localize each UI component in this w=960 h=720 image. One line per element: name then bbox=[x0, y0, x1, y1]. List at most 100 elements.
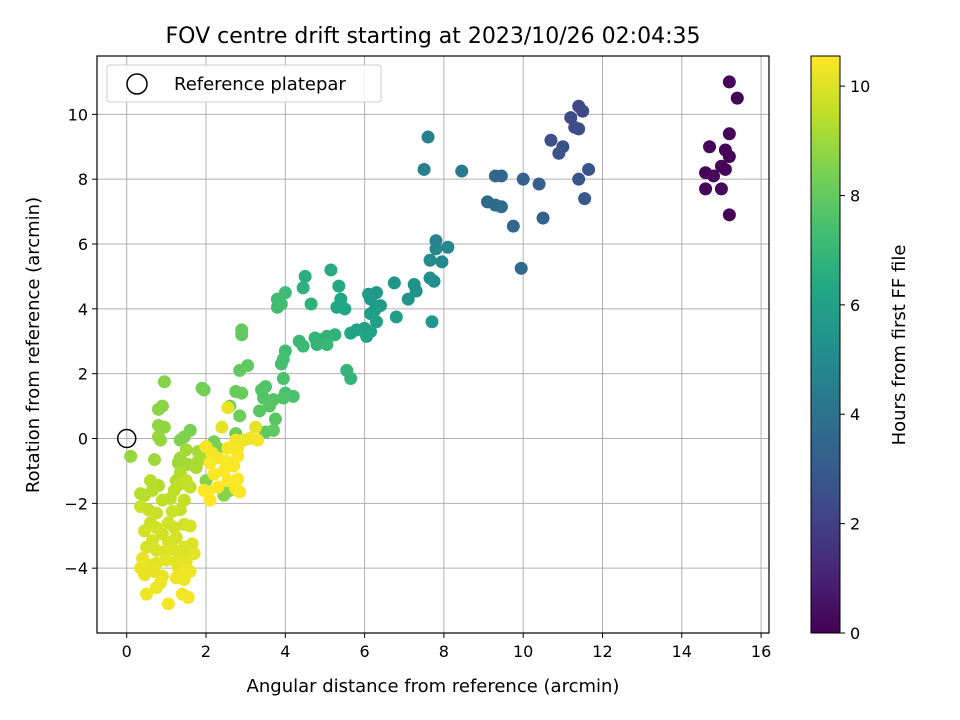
y-axis-ticks: −4 −2 0 2 4 6 8 10 bbox=[64, 105, 97, 578]
drift-point bbox=[324, 263, 338, 277]
drift-point bbox=[576, 104, 590, 118]
drift-point bbox=[235, 386, 249, 400]
y-tick-label: 8 bbox=[78, 170, 88, 189]
drift-point bbox=[423, 253, 437, 267]
drift-point bbox=[262, 399, 276, 413]
drift-point bbox=[425, 315, 439, 329]
drift-point bbox=[217, 464, 231, 478]
y-tick-label: 10 bbox=[68, 105, 88, 124]
drift-point bbox=[149, 581, 163, 595]
drift-point bbox=[360, 329, 374, 343]
drift-point bbox=[364, 292, 378, 306]
legend-entry: Reference platepar bbox=[174, 74, 346, 95]
drift-point bbox=[304, 297, 318, 311]
drift-point bbox=[203, 456, 217, 470]
drift-point bbox=[221, 474, 235, 488]
drift-point bbox=[147, 453, 161, 467]
drift-point bbox=[552, 146, 566, 160]
colorbar-tick-label: 4 bbox=[850, 405, 860, 424]
drift-point bbox=[722, 75, 736, 89]
drift-point bbox=[387, 276, 401, 290]
drift-point bbox=[714, 182, 728, 196]
drift-point bbox=[722, 127, 736, 141]
drift-point bbox=[233, 409, 247, 423]
y-tick-label: 6 bbox=[78, 235, 88, 254]
drift-point bbox=[165, 504, 179, 518]
drift-point bbox=[572, 122, 586, 136]
drift-point bbox=[136, 551, 150, 565]
drift-point bbox=[197, 483, 211, 497]
drift-point bbox=[235, 328, 249, 342]
drift-point bbox=[157, 420, 171, 434]
drift-point bbox=[409, 284, 423, 298]
drift-point bbox=[544, 133, 558, 147]
reference-platepar-marker bbox=[116, 428, 137, 449]
drift-point bbox=[161, 597, 175, 611]
drift-point bbox=[171, 456, 185, 470]
drift-point bbox=[167, 521, 181, 535]
chart-title: FOV centre drift starting at 2023/10/26 … bbox=[166, 24, 701, 49]
x-tick-label: 0 bbox=[122, 642, 132, 661]
colorbar-tick-label: 6 bbox=[850, 296, 860, 315]
drift-point bbox=[153, 433, 167, 447]
drift-point bbox=[211, 480, 225, 494]
drift-point bbox=[177, 493, 191, 507]
plot-frame bbox=[96, 55, 770, 634]
legend: Reference platepar bbox=[106, 64, 382, 103]
drift-point bbox=[185, 537, 199, 551]
drift-point bbox=[506, 219, 520, 233]
drift-point bbox=[564, 111, 578, 125]
drift-point bbox=[144, 474, 158, 488]
drift-point bbox=[253, 404, 267, 418]
drift-point bbox=[146, 483, 160, 497]
drift-point bbox=[231, 449, 245, 463]
legend-box bbox=[106, 64, 382, 103]
x-tick-label: 10 bbox=[513, 642, 533, 661]
colorbar-label: Hours from first FF file bbox=[889, 245, 910, 446]
drift-point bbox=[268, 412, 282, 426]
drift-point bbox=[276, 391, 290, 405]
drift-point bbox=[140, 587, 154, 601]
drift-point bbox=[582, 162, 596, 176]
drift-point bbox=[221, 401, 235, 415]
drift-point bbox=[124, 449, 138, 463]
drift-point bbox=[514, 261, 528, 275]
drift-point bbox=[429, 242, 443, 256]
drift-point bbox=[173, 433, 187, 447]
colorbar bbox=[810, 55, 841, 634]
drift-point bbox=[183, 519, 197, 533]
drift-point bbox=[183, 480, 197, 494]
x-tick-label: 4 bbox=[280, 642, 290, 661]
drift-point bbox=[157, 375, 171, 389]
y-axis-label: Rotation from reference (arcmin) bbox=[23, 197, 44, 493]
drift-point bbox=[296, 281, 310, 295]
colorbar-tick-label: 2 bbox=[850, 515, 860, 534]
drift-point bbox=[151, 402, 165, 416]
drift-point bbox=[138, 524, 152, 538]
drift-point bbox=[417, 162, 431, 176]
drift-point bbox=[296, 339, 310, 353]
drift-point bbox=[207, 467, 221, 481]
drift-point bbox=[320, 338, 334, 351]
drift-point bbox=[233, 485, 247, 499]
drift-point bbox=[718, 162, 732, 176]
drift-point bbox=[344, 326, 358, 340]
drift-point bbox=[332, 279, 346, 293]
y-tick-label: 2 bbox=[78, 365, 88, 384]
colorbar-tick-label: 8 bbox=[850, 186, 860, 205]
drift-point bbox=[177, 573, 191, 587]
drift-point bbox=[427, 274, 441, 288]
drift-point bbox=[203, 493, 217, 507]
drift-point bbox=[140, 540, 154, 554]
colorbar-ticks: 0 2 4 6 8 10 bbox=[840, 77, 870, 643]
drift-point bbox=[258, 425, 272, 439]
drift-point bbox=[298, 269, 312, 283]
drift-point bbox=[270, 300, 284, 314]
x-tick-label: 8 bbox=[439, 642, 449, 661]
y-tick-label: 4 bbox=[78, 300, 88, 319]
drift-point bbox=[310, 338, 324, 351]
drift-point bbox=[149, 506, 163, 520]
drift-point bbox=[249, 420, 263, 434]
drift-point bbox=[227, 459, 241, 473]
